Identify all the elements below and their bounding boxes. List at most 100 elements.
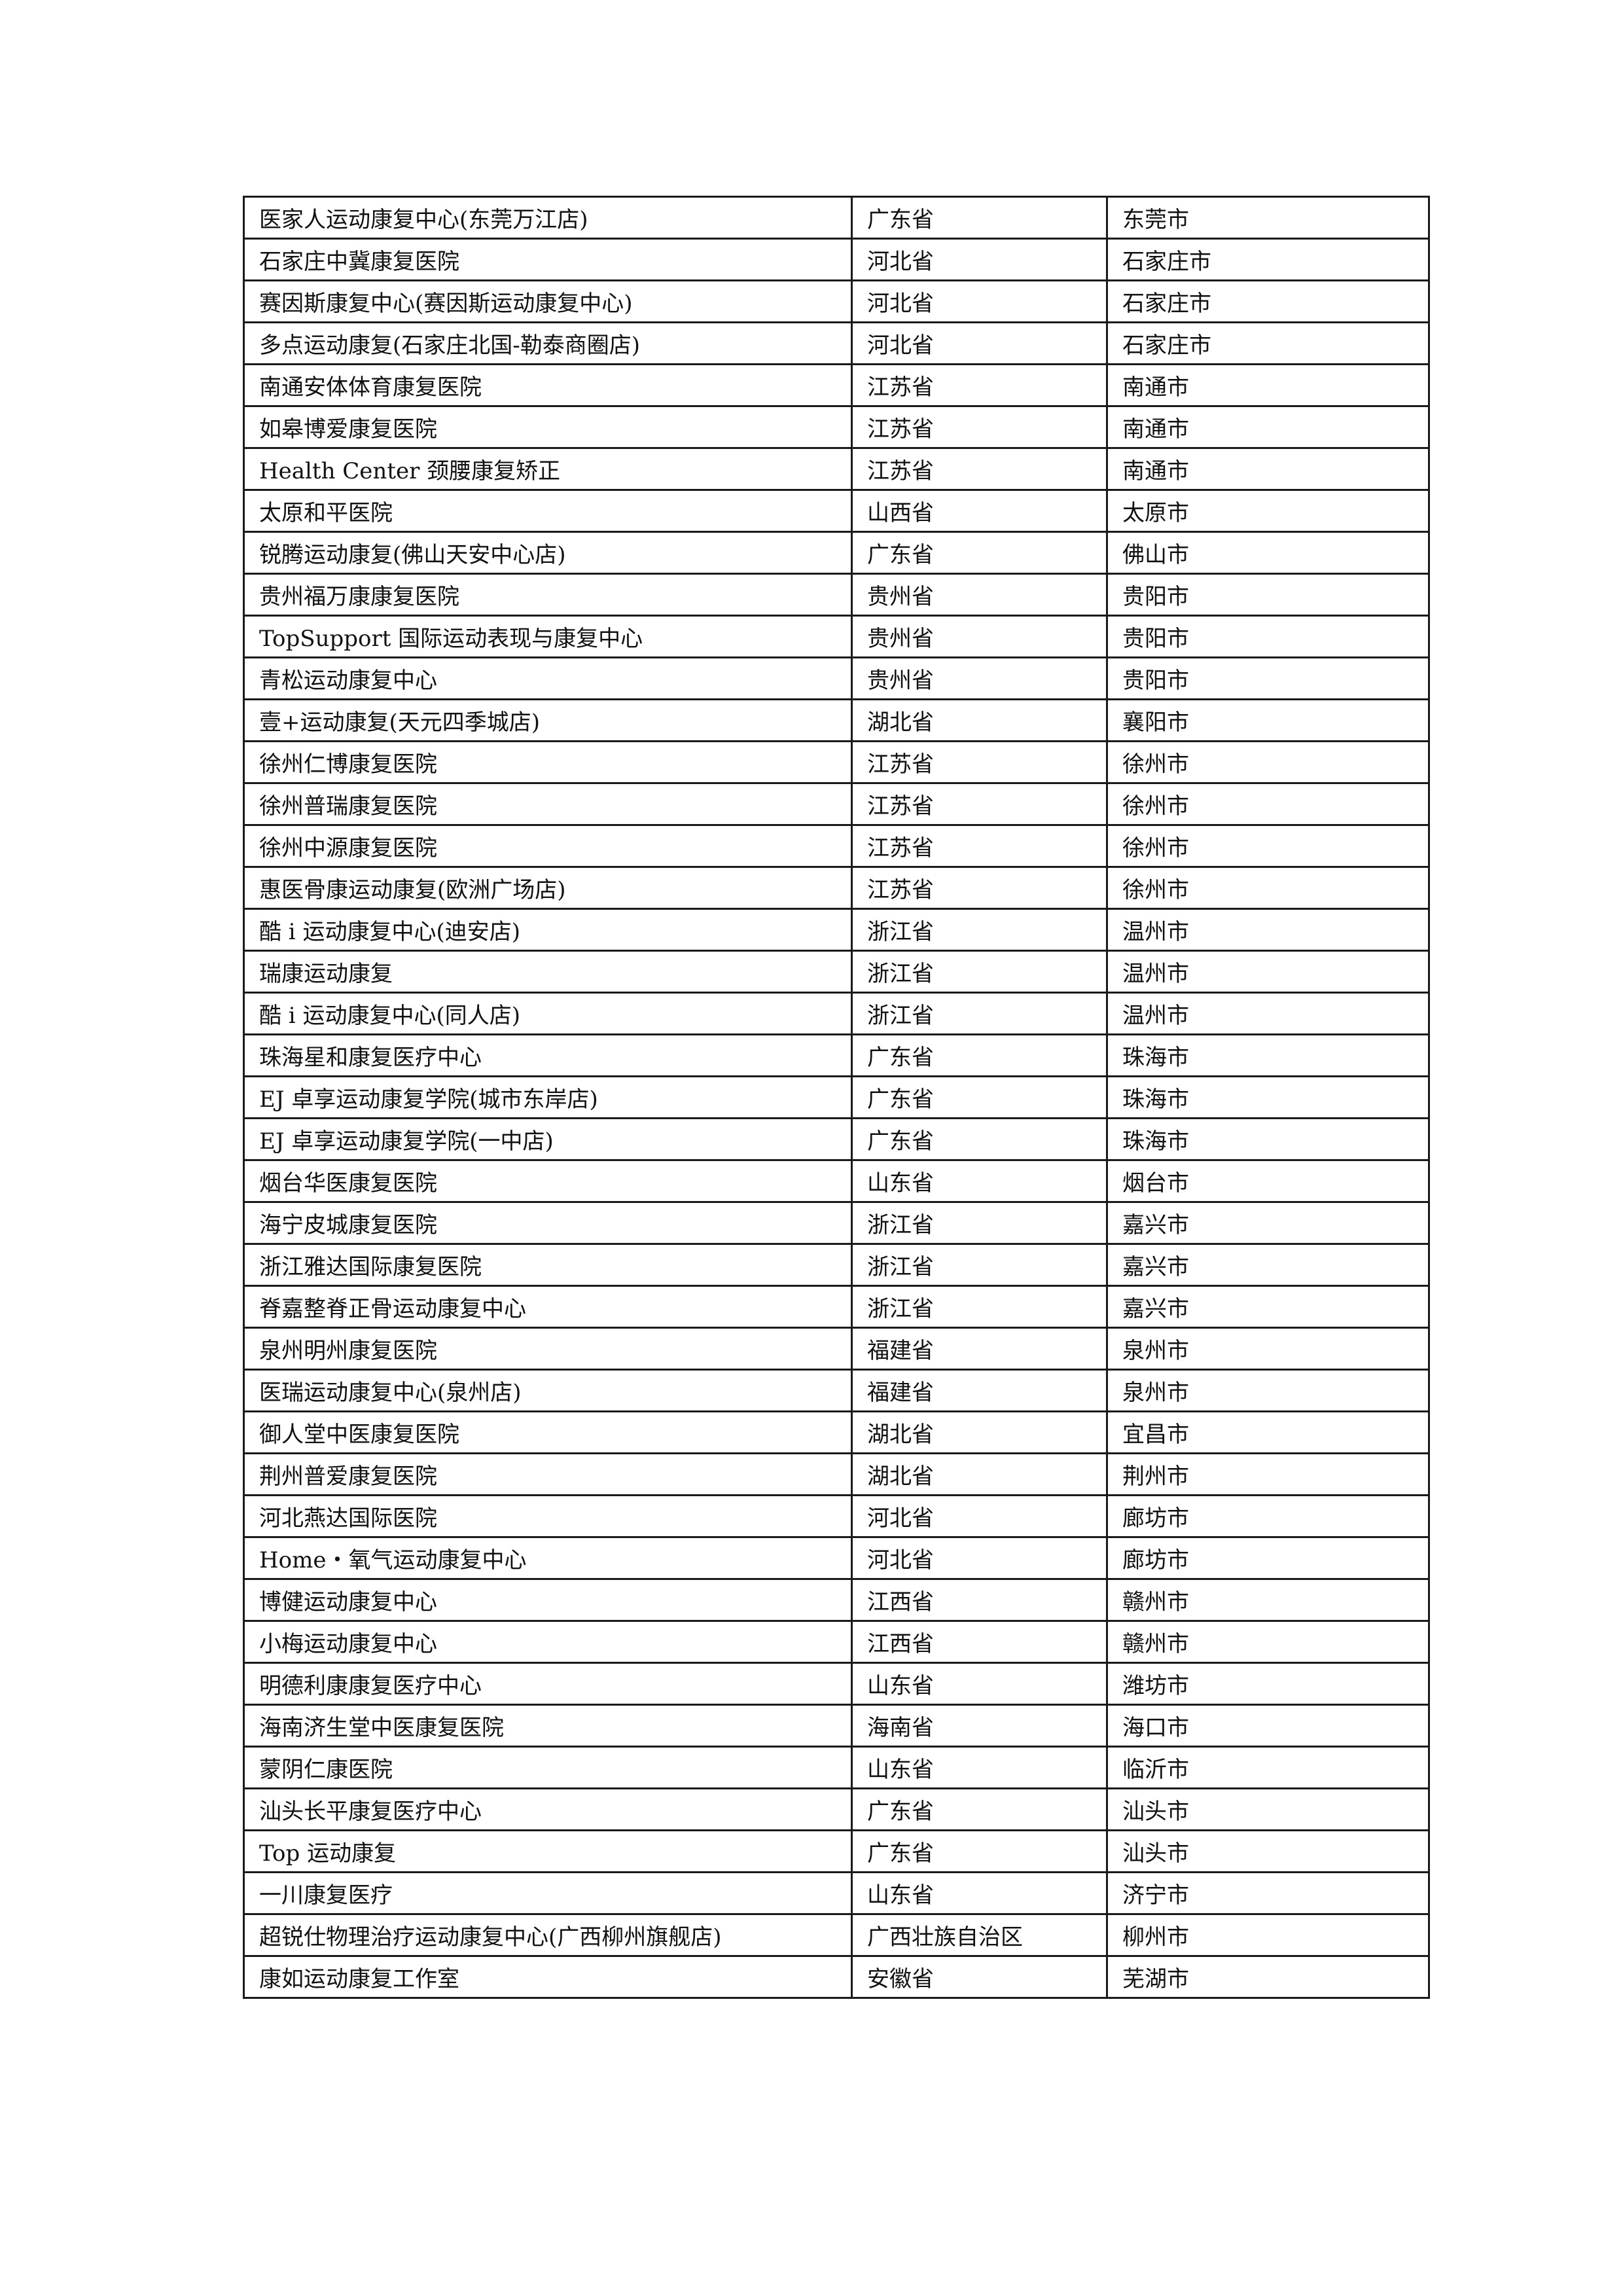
institution-name-cell: 一川康复医疗 — [243, 1871, 853, 1915]
province-cell: 江苏省 — [851, 782, 1108, 826]
institution-name-cell: 汕头长平康复医疗中心 — [243, 1787, 853, 1831]
table-row: 汕头长平康复医疗中心 广东省 汕头市 — [243, 1787, 1430, 1831]
table-row: 御人堂中医康复医院 湖北省 宜昌市 — [243, 1410, 1430, 1454]
table-row: 如皋博爱康复医院 江苏省 南通市 — [243, 405, 1430, 449]
province-cell: 山东省 — [851, 1159, 1108, 1203]
institution-name-cell: 徐州普瑞康复医院 — [243, 782, 853, 826]
city-cell: 石家庄市 — [1106, 279, 1430, 323]
city-cell: 南通市 — [1106, 447, 1430, 491]
province-cell: 河北省 — [851, 1536, 1108, 1580]
province-cell: 江西省 — [851, 1620, 1108, 1664]
table-row: 徐州仁博康复医院 江苏省 徐州市 — [243, 740, 1430, 784]
province-cell: 河北省 — [851, 238, 1108, 281]
table-row: 贵州福万康康复医院 贵州省 贵阳市 — [243, 573, 1430, 617]
institution-name-cell: Top 运动康复 — [243, 1829, 853, 1873]
table-row: 博健运动康复中心 江西省 赣州市 — [243, 1578, 1430, 1622]
table-row: 酷 i 运动康复中心(迪安店) 浙江省 温州市 — [243, 908, 1430, 952]
institution-name-cell: 太原和平医院 — [243, 489, 853, 533]
city-cell: 宜昌市 — [1106, 1410, 1430, 1454]
institution-name-cell: Health Center 颈腰康复矫正 — [243, 447, 853, 491]
table-row: 泉州明州康复医院 福建省 泉州市 — [243, 1327, 1430, 1371]
table-row: 锐腾运动康复(佛山天安中心店) 广东省 佛山市 — [243, 531, 1430, 575]
table-row: TopSupport 国际运动表现与康复中心 贵州省 贵阳市 — [243, 615, 1430, 658]
institution-name-cell: 明德利康康复医疗中心 — [243, 1662, 853, 1706]
table-row: EJ 卓享运动康复学院(一中店) 广东省 珠海市 — [243, 1117, 1430, 1161]
table-row: 荆州普爱康复医院 湖北省 荆州市 — [243, 1452, 1430, 1496]
province-cell: 江苏省 — [851, 447, 1108, 491]
institution-name-cell: 珠海星和康复医疗中心 — [243, 1033, 853, 1077]
table-row: 医瑞运动康复中心(泉州店) 福建省 泉州市 — [243, 1369, 1430, 1412]
province-cell: 河北省 — [851, 279, 1108, 323]
province-cell: 贵州省 — [851, 573, 1108, 617]
institution-name-cell: 海宁皮城康复医院 — [243, 1201, 853, 1245]
institution-name-cell: 康如运动康复工作室 — [243, 1955, 853, 1999]
city-cell: 嘉兴市 — [1106, 1243, 1430, 1287]
institution-name-cell: 御人堂中医康复医院 — [243, 1410, 853, 1454]
city-cell: 贵阳市 — [1106, 656, 1430, 700]
city-cell: 珠海市 — [1106, 1075, 1430, 1119]
institution-name-cell: 荆州普爱康复医院 — [243, 1452, 853, 1496]
institution-name-cell: TopSupport 国际运动表现与康复中心 — [243, 615, 853, 658]
institution-name-cell: 瑞康运动康复 — [243, 950, 853, 994]
province-cell: 广东省 — [851, 1075, 1108, 1119]
institution-name-cell: 脊嘉整脊正骨运动康复中心 — [243, 1285, 853, 1329]
city-cell: 珠海市 — [1106, 1117, 1430, 1161]
city-cell: 贵阳市 — [1106, 573, 1430, 617]
table-row: 明德利康康复医疗中心 山东省 潍坊市 — [243, 1662, 1430, 1706]
institution-name-cell: 海南济生堂中医康复医院 — [243, 1704, 853, 1748]
institution-name-cell: 徐州中源康复医院 — [243, 824, 853, 868]
city-cell: 温州市 — [1106, 908, 1430, 952]
institution-name-cell: 泉州明州康复医院 — [243, 1327, 853, 1371]
table-body: 医家人运动康复中心(东莞万江店) 广东省 东莞市 石家庄中冀康复医院 河北省 石家庄市 赛因… — [243, 196, 1430, 1999]
table-row: 南通安体体育康复医院 江苏省 南通市 — [243, 363, 1430, 407]
city-cell: 东莞市 — [1106, 196, 1430, 240]
province-cell: 山东省 — [851, 1662, 1108, 1706]
province-cell: 浙江省 — [851, 1243, 1108, 1287]
institution-name-cell: EJ 卓享运动康复学院(一中店) — [243, 1117, 853, 1161]
table-row: 珠海星和康复医疗中心 广东省 珠海市 — [243, 1033, 1430, 1077]
province-cell: 河北省 — [851, 1494, 1108, 1538]
province-cell: 湖北省 — [851, 698, 1108, 742]
table-row: 壹+运动康复(天元四季城店) 湖北省 襄阳市 — [243, 698, 1430, 742]
table-row: 河北燕达国际医院 河北省 廊坊市 — [243, 1494, 1430, 1538]
table-row: Home・氧气运动康复中心 河北省 廊坊市 — [243, 1536, 1430, 1580]
institution-name-cell: 如皋博爱康复医院 — [243, 405, 853, 449]
city-cell: 太原市 — [1106, 489, 1430, 533]
city-cell: 徐州市 — [1106, 866, 1430, 910]
city-cell: 廊坊市 — [1106, 1494, 1430, 1538]
city-cell: 襄阳市 — [1106, 698, 1430, 742]
institution-name-cell: 博健运动康复中心 — [243, 1578, 853, 1622]
institution-name-cell: 小梅运动康复中心 — [243, 1620, 853, 1664]
table-row: 青松运动康复中心 贵州省 贵阳市 — [243, 656, 1430, 700]
province-cell: 江苏省 — [851, 740, 1108, 784]
province-cell: 广东省 — [851, 1117, 1108, 1161]
province-cell: 江苏省 — [851, 405, 1108, 449]
province-cell: 海南省 — [851, 1704, 1108, 1748]
province-cell: 江西省 — [851, 1578, 1108, 1622]
province-cell: 安徽省 — [851, 1955, 1108, 1999]
city-cell: 芜湖市 — [1106, 1955, 1430, 1999]
province-cell: 江苏省 — [851, 866, 1108, 910]
table-row: 瑞康运动康复 浙江省 温州市 — [243, 950, 1430, 994]
institution-name-cell: 浙江雅达国际康复医院 — [243, 1243, 853, 1287]
institution-name-cell: 多点运动康复(石家庄北国-勒泰商圈店) — [243, 321, 853, 365]
province-cell: 浙江省 — [851, 992, 1108, 1035]
table-row: 浙江雅达国际康复医院 浙江省 嘉兴市 — [243, 1243, 1430, 1287]
province-cell: 广东省 — [851, 1787, 1108, 1831]
city-cell: 徐州市 — [1106, 824, 1430, 868]
city-cell: 贵阳市 — [1106, 615, 1430, 658]
city-cell: 柳州市 — [1106, 1913, 1430, 1957]
table-row: 脊嘉整脊正骨运动康复中心 浙江省 嘉兴市 — [243, 1285, 1430, 1329]
province-cell: 贵州省 — [851, 615, 1108, 658]
institution-name-cell: 壹+运动康复(天元四季城店) — [243, 698, 853, 742]
institution-table: 医家人运动康复中心(东莞万江店) 广东省 东莞市 石家庄中冀康复医院 河北省 石家庄市 赛因… — [243, 196, 1430, 1999]
city-cell: 温州市 — [1106, 992, 1430, 1035]
province-cell: 江苏省 — [851, 824, 1108, 868]
city-cell: 廊坊市 — [1106, 1536, 1430, 1580]
table-row: 海南济生堂中医康复医院 海南省 海口市 — [243, 1704, 1430, 1748]
city-cell: 潍坊市 — [1106, 1662, 1430, 1706]
institution-name-cell: 赛因斯康复中心(赛因斯运动康复中心) — [243, 279, 853, 323]
city-cell: 汕头市 — [1106, 1829, 1430, 1873]
province-cell: 广东省 — [851, 1829, 1108, 1873]
table-row: 徐州中源康复医院 江苏省 徐州市 — [243, 824, 1430, 868]
